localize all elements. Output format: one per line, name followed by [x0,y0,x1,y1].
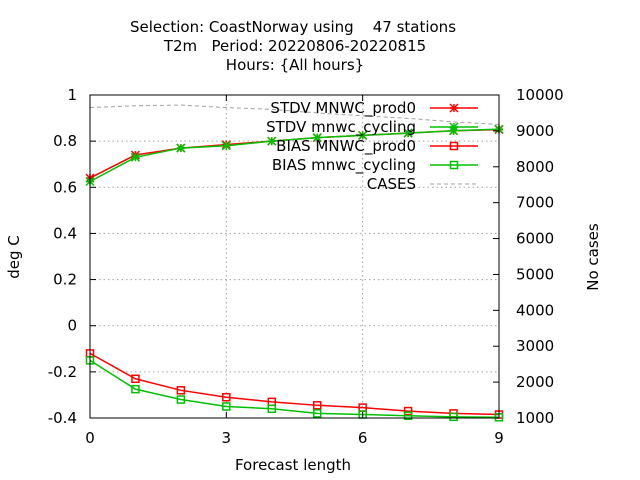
point-stdv-mnwc-cycling-1 [130,152,140,162]
y2-tick-label-9: 10000 [516,86,564,104]
y-tick-label-5: 0.6 [53,178,77,196]
y-tick-label-0: -0.4 [48,409,77,427]
point-bias-mnwc-cycling-4 [267,404,277,414]
point-bias-mnwc-prod0-5 [312,401,322,410]
grid [90,95,499,418]
series-line-stdv-mnwc-cycling [89,128,500,183]
y-tick-label-2: 0 [67,317,77,335]
title-line-2: T2m Period: 20220806-20220815 [163,37,426,55]
series-line-bias-mnwc-cycling [89,359,500,419]
point-stdv-mnwc-cycling-7 [403,128,413,138]
y-tick-label-4: 0.4 [53,224,77,242]
y-tick-label-1: -0.2 [48,363,77,381]
point-bias-mnwc-cycling-1 [131,384,140,394]
legend-marker-bias-mnwc-prod0 [449,141,459,151]
y2-tick-label-4: 5000 [516,265,554,283]
series-line-bias-mnwc-prod0 [89,352,500,416]
point-stdv-mnwc-cycling-2 [176,143,186,153]
x-axis-label: Forecast length [235,456,351,474]
y2-axis-label: No cases [584,223,602,291]
x-tick-label-0: 0 [85,429,95,447]
y2-tick-label-2: 3000 [516,337,554,355]
point-bias-mnwc-cycling-5 [312,409,322,418]
legend-label-bias-mnwc-cycling: BIAS mnwc_cycling [272,156,416,175]
series-line-cases [89,104,500,125]
legend-marker-stdv-mnwc-cycling [449,122,459,132]
y2-tick-label-1: 2000 [516,373,554,391]
title-line-3: Hours: {All hours} [226,56,364,74]
legend-label-stdv-mnwc-prod0: STDV MNWC_prod0 [270,99,416,118]
point-bias-mnwc-cycling-7 [403,411,413,420]
point-bias-mnwc-prod0-2 [176,386,186,395]
y2-tick-label-8: 9000 [516,122,554,140]
point-bias-mnwc-cycling-8 [449,412,458,422]
point-stdv-mnwc-cycling-5 [312,133,322,143]
y2-tick-label-0: 1000 [516,409,554,427]
point-bias-mnwc-cycling-3 [222,402,231,411]
point-bias-mnwc-prod0-3 [222,392,231,402]
y2-tick-label-5: 6000 [516,230,554,248]
point-stdv-mnwc-cycling-4 [267,136,277,146]
y-tick-label-3: 0.2 [53,271,77,289]
cases-series [89,104,500,125]
x-tick-label-3: 9 [494,429,504,447]
y2-tick-label-7: 8000 [516,158,554,176]
x-tick-label-1: 3 [222,429,232,447]
chart-title: Selection: CoastNorway using 47 stations… [130,18,456,74]
plot-frame [89,94,500,419]
y-axis-label: deg C [5,235,23,279]
point-bias-mnwc-prod0-1 [131,374,140,384]
legend-label-cases: CASES [367,175,416,193]
point-stdv-mnwc-cycling-6 [358,130,368,140]
y2-tick-label-3: 4000 [516,301,554,319]
x-tick-label-2: 6 [358,429,368,447]
legend-label-bias-mnwc-prod0: BIAS MNWC_prod0 [276,137,416,156]
legend-marker-bias-mnwc-cycling [449,160,459,170]
point-bias-mnwc-prod0-7 [403,406,413,416]
legend-marker-stdv-mnwc-prod0 [449,103,459,113]
title-line-1: Selection: CoastNorway using 47 stations [130,18,456,36]
legend-label-stdv-mnwc-cycling: STDV mnwc_cycling [266,118,416,137]
axes: 0 3 6 9 -0.4 -0.2 0 0.2 0.4 0.6 0.8 1 1000 2000 3000 40… [48,86,564,447]
point-bias-mnwc-cycling-2 [176,395,186,404]
y-tick-label-6: 0.8 [53,132,77,150]
point-stdv-mnwc-cycling-3 [221,141,231,151]
y-tick-label-7: 1 [67,86,77,104]
y2-tick-label-6: 7000 [516,194,554,212]
